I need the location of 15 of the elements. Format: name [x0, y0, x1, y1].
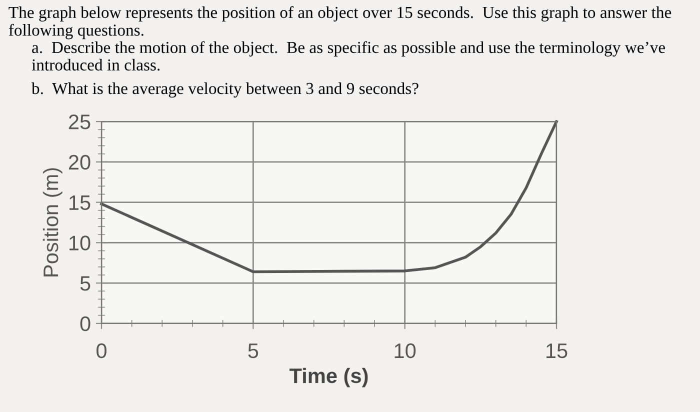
x-tick-label: 15 [546, 344, 568, 358]
x-axis-title: Time (s) [289, 368, 368, 388]
y-tick-label: 5 [80, 276, 90, 291]
x-tick-label: 0 [96, 343, 106, 358]
y-tick-label: 15 [70, 196, 90, 210]
x-tick-label: 5 [248, 344, 258, 358]
x-tick-label: 10 [394, 343, 416, 358]
y-tick-label: 10 [70, 236, 90, 250]
y-tick-label: 0 [80, 316, 90, 332]
chart-title: The graph below represents the position of an object over 15 seconds. Use this graph to answer the following questions. [8, 6, 672, 40]
y-tick-label: 20 [68, 154, 90, 170]
y-axis-title: Position (m) [42, 168, 62, 276]
y-tick-label: 25 [68, 114, 90, 130]
text: a. Describe the motion of the object. Be as specific as possible and use the terminology we’ve introduced in class. [32, 41, 665, 71]
text: b. What is the average velocity between 3 and 9 seconds? [32, 82, 418, 98]
